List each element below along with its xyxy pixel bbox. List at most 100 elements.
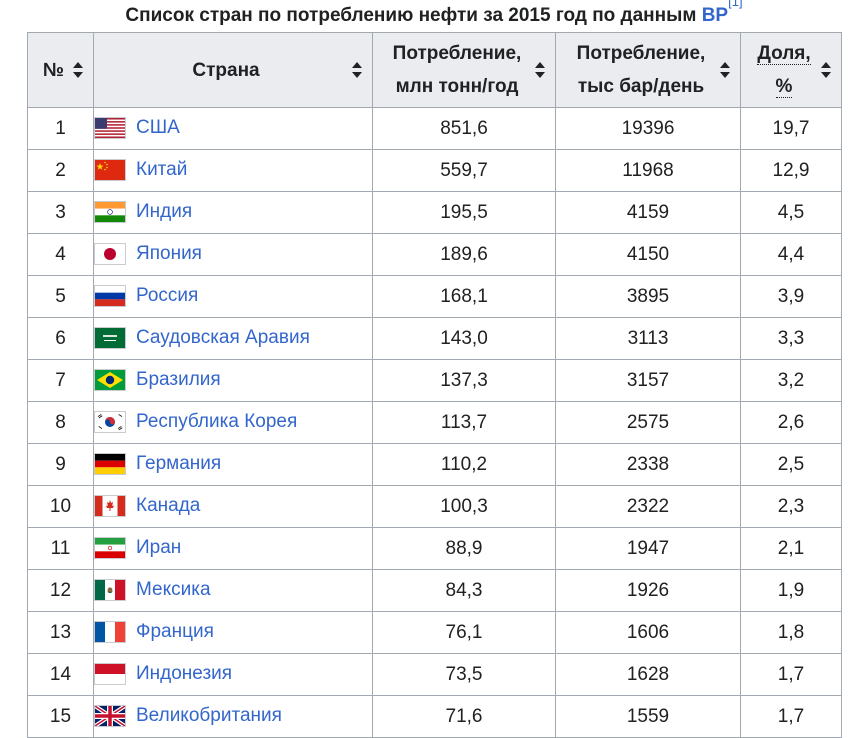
country-link[interactable]: Республика Корея — [136, 411, 298, 433]
iran-flag-icon[interactable] — [94, 537, 126, 560]
south-korea-flag-icon[interactable] — [94, 411, 126, 434]
rank-cell: 14 — [27, 653, 94, 696]
header-country[interactable]: Страна — [93, 32, 373, 108]
country-link[interactable]: Индонезия — [136, 663, 233, 685]
rank-cell: 12 — [27, 569, 94, 612]
share-cell: 2,1 — [740, 527, 842, 570]
table-row: 9 Германия 110,2 2338 2,5 — [27, 443, 842, 486]
country-cell: Республика Корея — [93, 401, 373, 444]
share-cell: 12,9 — [740, 149, 842, 192]
header-share-line1: Доля, — [757, 43, 811, 65]
consumption-mt-cell: 113,7 — [372, 401, 556, 444]
consumption-kb-cell: 1606 — [555, 611, 741, 654]
uk-flag-icon[interactable] — [94, 705, 126, 728]
header-mt-line2: млн тонн/год — [395, 76, 519, 97]
table-row: 15 Великобритания 71,6 1559 1,7 — [27, 695, 842, 738]
share-cell: 3,2 — [740, 359, 842, 402]
consumption-kb-cell: 1628 — [555, 653, 741, 696]
consumption-mt-cell: 71,6 — [372, 695, 556, 738]
country-link[interactable]: Иран — [136, 537, 182, 559]
share-cell: 3,3 — [740, 317, 842, 360]
sort-icon[interactable] — [821, 62, 831, 78]
germany-flag-icon[interactable] — [94, 453, 126, 476]
share-cell: 2,3 — [740, 485, 842, 528]
consumption-kb-cell: 1559 — [555, 695, 741, 738]
header-consumption-mt[interactable]: Потребление, млн тонн/год — [372, 32, 556, 108]
rank-cell: 11 — [27, 527, 94, 570]
country-link[interactable]: Франция — [136, 621, 214, 643]
consumption-kb-cell: 4159 — [555, 191, 741, 234]
share-cell: 1,7 — [740, 695, 842, 738]
country-link[interactable]: Россия — [136, 285, 199, 307]
share-cell: 1,9 — [740, 569, 842, 612]
consumption-kb-cell: 1926 — [555, 569, 741, 612]
consumption-mt-cell: 84,3 — [372, 569, 556, 612]
rank-cell: 7 — [27, 359, 94, 402]
country-link[interactable]: Германия — [136, 453, 222, 475]
country-link[interactable]: Мексика — [136, 579, 211, 601]
sort-icon[interactable] — [720, 62, 730, 78]
rank-cell: 4 — [27, 233, 94, 276]
consumption-mt-cell: 851,6 — [372, 107, 556, 150]
country-link[interactable]: Япония — [136, 243, 202, 265]
china-flag-icon[interactable] — [94, 159, 126, 182]
france-flag-icon[interactable] — [94, 621, 126, 644]
sort-icon[interactable] — [535, 62, 545, 78]
table-row: 3 Индия 195,5 4159 4,5 — [27, 191, 842, 234]
country-cell: Китай — [93, 149, 373, 192]
mexico-flag-icon[interactable] — [94, 579, 126, 602]
country-cell: Франция — [93, 611, 373, 654]
share-cell: 3,9 — [740, 275, 842, 318]
country-link[interactable]: Канада — [136, 495, 201, 517]
consumption-mt-cell: 100,3 — [372, 485, 556, 528]
country-link[interactable]: Саудовская Аравия — [136, 327, 310, 349]
consumption-mt-cell: 168,1 — [372, 275, 556, 318]
caption-text: Список стран по потреблению нефти за 201… — [125, 5, 702, 26]
country-link[interactable]: Великобритания — [136, 705, 282, 727]
share-cell: 1,7 — [740, 653, 842, 696]
rank-cell: 15 — [27, 695, 94, 738]
japan-flag-icon[interactable] — [94, 243, 126, 266]
country-link[interactable]: Индия — [136, 201, 193, 223]
rank-cell: 6 — [27, 317, 94, 360]
country-cell: Иран — [93, 527, 373, 570]
canada-flag-icon[interactable] — [94, 495, 126, 518]
table-caption: Список стран по потреблению нефти за 201… — [0, 0, 868, 32]
consumption-mt-cell: 559,7 — [372, 149, 556, 192]
header-mt-line1: Потребление, — [392, 43, 522, 64]
table-row: 4 Япония 189,6 4150 4,4 — [27, 233, 842, 276]
table-row: 1 США 851,6 19396 19,7 — [27, 107, 842, 150]
country-cell: Индия — [93, 191, 373, 234]
consumption-mt-cell: 110,2 — [372, 443, 556, 486]
share-cell: 19,7 — [740, 107, 842, 150]
country-cell: Мексика — [93, 569, 373, 612]
country-link[interactable]: США — [136, 117, 180, 139]
sort-icon[interactable] — [352, 62, 362, 78]
rank-cell: 1 — [27, 107, 94, 150]
reference-link[interactable]: [1] — [728, 0, 743, 9]
bp-link[interactable]: BP — [701, 5, 729, 26]
consumption-kb-cell: 2338 — [555, 443, 741, 486]
sort-icon[interactable] — [73, 62, 83, 78]
rank-cell: 5 — [27, 275, 94, 318]
table-row: 14 Индонезия 73,5 1628 1,7 — [27, 653, 842, 696]
country-link[interactable]: Китай — [136, 159, 188, 181]
saudi-arabia-flag-icon[interactable] — [94, 327, 126, 350]
russia-flag-icon[interactable] — [94, 285, 126, 308]
india-flag-icon[interactable] — [94, 201, 126, 224]
header-consumption-kb[interactable]: Потребление, тыс бар/день — [555, 32, 741, 108]
table-row: 11 Иран 88,9 1947 2,1 — [27, 527, 842, 570]
country-cell: Великобритания — [93, 695, 373, 738]
country-cell: Бразилия — [93, 359, 373, 402]
rank-cell: 2 — [27, 149, 94, 192]
brazil-flag-icon[interactable] — [94, 369, 126, 392]
consumption-mt-cell: 143,0 — [372, 317, 556, 360]
header-country-label: Страна — [192, 59, 260, 81]
table-row: 5 Россия 168,1 3895 3,9 — [27, 275, 842, 318]
header-rank[interactable]: № — [27, 32, 94, 108]
usa-flag-icon[interactable] — [94, 117, 126, 140]
country-link[interactable]: Бразилия — [136, 369, 221, 391]
indonesia-flag-icon[interactable] — [94, 663, 126, 686]
header-rank-label: № — [42, 59, 65, 81]
header-share[interactable]: Доля, % — [740, 32, 842, 108]
